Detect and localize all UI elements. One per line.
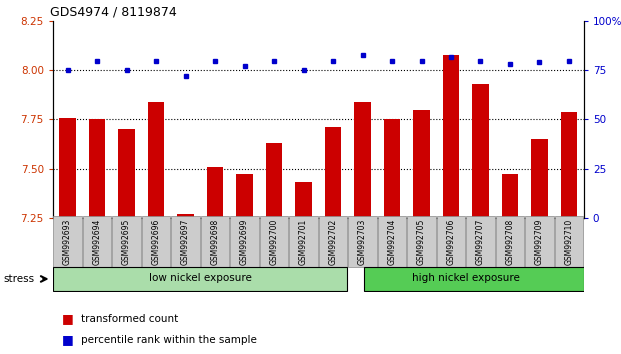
Bar xyxy=(532,139,548,218)
FancyBboxPatch shape xyxy=(230,216,259,267)
FancyBboxPatch shape xyxy=(348,216,377,267)
FancyBboxPatch shape xyxy=(525,216,554,267)
Text: GSM992694: GSM992694 xyxy=(93,218,101,265)
FancyBboxPatch shape xyxy=(319,216,347,267)
Text: GSM992700: GSM992700 xyxy=(270,218,278,265)
Bar xyxy=(178,214,194,218)
FancyBboxPatch shape xyxy=(437,216,465,267)
Text: stress: stress xyxy=(3,274,34,284)
FancyBboxPatch shape xyxy=(53,216,82,267)
Text: GSM992697: GSM992697 xyxy=(181,218,190,265)
Bar xyxy=(473,84,489,218)
FancyBboxPatch shape xyxy=(364,267,584,291)
Bar xyxy=(384,120,400,218)
Text: ■: ■ xyxy=(62,312,74,325)
Text: GSM992710: GSM992710 xyxy=(564,218,573,265)
Text: GSM992707: GSM992707 xyxy=(476,218,485,265)
Bar xyxy=(355,102,371,218)
FancyBboxPatch shape xyxy=(83,216,111,267)
Bar xyxy=(237,175,253,218)
Bar xyxy=(60,118,76,218)
Bar xyxy=(414,110,430,218)
FancyBboxPatch shape xyxy=(289,216,318,267)
Text: GSM992708: GSM992708 xyxy=(505,218,514,265)
Text: GSM992704: GSM992704 xyxy=(388,218,396,265)
FancyBboxPatch shape xyxy=(142,216,170,267)
Text: GDS4974 / 8119874: GDS4974 / 8119874 xyxy=(50,6,177,19)
Bar xyxy=(207,167,223,218)
Text: GSM992696: GSM992696 xyxy=(152,218,160,265)
Text: low nickel exposure: low nickel exposure xyxy=(149,273,252,283)
FancyBboxPatch shape xyxy=(466,216,495,267)
Text: GSM992702: GSM992702 xyxy=(329,218,337,265)
Bar xyxy=(443,55,459,218)
Text: transformed count: transformed count xyxy=(81,314,178,324)
FancyBboxPatch shape xyxy=(496,216,524,267)
Bar xyxy=(502,175,518,218)
Bar xyxy=(119,129,135,218)
FancyBboxPatch shape xyxy=(112,216,141,267)
Text: GSM992709: GSM992709 xyxy=(535,218,544,265)
Text: GSM992706: GSM992706 xyxy=(446,218,455,265)
Text: ■: ■ xyxy=(62,333,74,346)
FancyBboxPatch shape xyxy=(555,216,583,267)
Text: GSM992705: GSM992705 xyxy=(417,218,426,265)
Bar xyxy=(89,120,105,218)
Bar xyxy=(148,102,164,218)
Bar xyxy=(561,112,577,218)
Text: GSM992699: GSM992699 xyxy=(240,218,249,265)
FancyBboxPatch shape xyxy=(53,267,347,291)
Bar xyxy=(296,182,312,218)
Bar xyxy=(325,127,341,218)
Text: GSM992693: GSM992693 xyxy=(63,218,72,265)
FancyBboxPatch shape xyxy=(171,216,200,267)
FancyBboxPatch shape xyxy=(201,216,229,267)
FancyBboxPatch shape xyxy=(378,216,406,267)
Bar xyxy=(266,143,282,218)
FancyBboxPatch shape xyxy=(407,216,436,267)
Text: GSM992703: GSM992703 xyxy=(358,218,367,265)
FancyBboxPatch shape xyxy=(260,216,288,267)
Text: GSM992695: GSM992695 xyxy=(122,218,131,265)
Text: GSM992701: GSM992701 xyxy=(299,218,308,265)
Text: GSM992698: GSM992698 xyxy=(211,218,219,265)
Text: high nickel exposure: high nickel exposure xyxy=(412,273,520,283)
Text: percentile rank within the sample: percentile rank within the sample xyxy=(81,335,256,345)
